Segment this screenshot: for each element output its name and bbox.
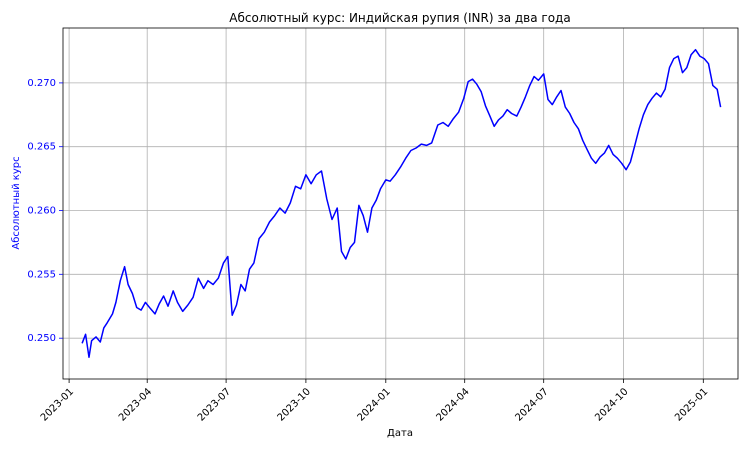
chart-title: Абсолютный курс: Индийская рупия (INR) з… xyxy=(229,11,570,25)
x-tick-label: 2024-01 xyxy=(356,386,393,423)
y-tick-label: 0.250 xyxy=(27,333,56,344)
y-tick-label: 0.255 xyxy=(27,269,56,280)
plot-frame xyxy=(62,27,739,380)
x-tick-label: 2023-04 xyxy=(117,386,154,423)
x-tick-label: 2023-10 xyxy=(276,386,313,423)
x-axis: 2023-01 2023-04 2023-07 2023-10 2024-01 2024-… xyxy=(39,379,710,424)
grid-lines xyxy=(63,28,738,379)
x-tick-label: 2023-07 xyxy=(196,386,233,423)
y-axis: 0.250 0.255 0.260 0.265 0.270 xyxy=(27,78,63,344)
x-tick-label: 2023-01 xyxy=(39,386,76,423)
x-tick-label: 2024-07 xyxy=(513,386,550,423)
x-tick-label: 2024-10 xyxy=(593,386,630,423)
y-tick-label: 0.260 xyxy=(27,206,56,217)
y-tick-label: 0.270 xyxy=(27,78,56,89)
x-tick-label: 2025-01 xyxy=(673,386,710,423)
y-tick-label: 0.265 xyxy=(27,142,56,153)
x-tick-label: 2024-04 xyxy=(434,386,471,423)
series-line xyxy=(81,48,722,359)
x-axis-label: Дата xyxy=(387,428,413,439)
series-line-group xyxy=(81,48,722,359)
y-axis-label: Абсолютный курс xyxy=(11,156,22,249)
